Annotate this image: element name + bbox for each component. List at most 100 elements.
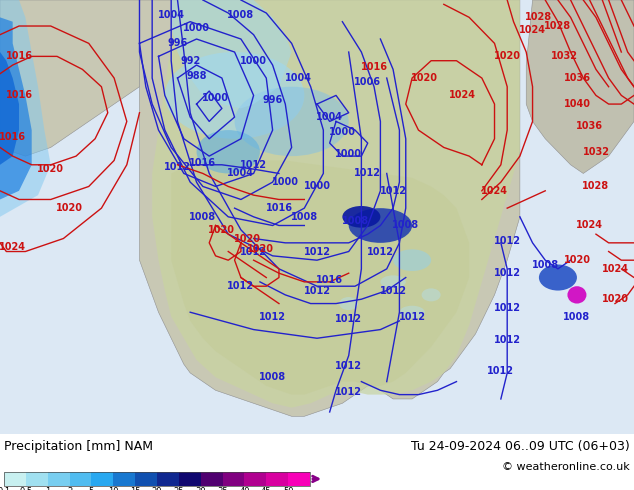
Text: 1012: 1012 bbox=[259, 312, 286, 321]
Text: 1012: 1012 bbox=[494, 303, 521, 313]
Ellipse shape bbox=[393, 249, 431, 271]
Text: 1020: 1020 bbox=[564, 255, 590, 265]
Bar bbox=[288, 472, 310, 486]
Bar bbox=[48, 472, 70, 486]
Text: 1028: 1028 bbox=[545, 21, 571, 31]
Text: 1000: 1000 bbox=[183, 23, 210, 33]
Text: 35: 35 bbox=[217, 488, 228, 490]
Polygon shape bbox=[171, 160, 469, 394]
Text: 1012: 1012 bbox=[335, 388, 362, 397]
Text: 1012: 1012 bbox=[494, 236, 521, 245]
Ellipse shape bbox=[422, 289, 441, 301]
Text: 1012: 1012 bbox=[164, 162, 191, 172]
Text: 1024: 1024 bbox=[576, 220, 603, 230]
Text: © weatheronline.co.uk: © weatheronline.co.uk bbox=[502, 462, 630, 472]
Text: 15: 15 bbox=[130, 488, 140, 490]
Text: 1020: 1020 bbox=[247, 245, 273, 254]
Bar bbox=[223, 472, 245, 486]
Text: 1012: 1012 bbox=[367, 246, 394, 257]
Text: 996: 996 bbox=[167, 38, 188, 49]
Text: 1008: 1008 bbox=[228, 10, 254, 20]
Text: 1016: 1016 bbox=[6, 90, 32, 100]
Bar bbox=[91, 472, 113, 486]
Bar bbox=[245, 472, 266, 486]
Polygon shape bbox=[526, 0, 634, 173]
Text: 1020: 1020 bbox=[602, 294, 628, 304]
Text: 1016: 1016 bbox=[316, 275, 343, 285]
Text: 1012: 1012 bbox=[488, 366, 514, 376]
Text: 5: 5 bbox=[89, 488, 94, 490]
Text: 1012: 1012 bbox=[354, 169, 381, 178]
Text: 50: 50 bbox=[283, 488, 294, 490]
Polygon shape bbox=[0, 0, 139, 156]
Text: 1004: 1004 bbox=[158, 10, 184, 20]
Text: 1016: 1016 bbox=[6, 51, 32, 61]
Text: Precipitation [mm] NAM: Precipitation [mm] NAM bbox=[4, 440, 153, 453]
Bar bbox=[26, 472, 48, 486]
Bar bbox=[4, 472, 310, 486]
Ellipse shape bbox=[539, 265, 577, 291]
Text: 1006: 1006 bbox=[354, 77, 381, 87]
Text: 1012: 1012 bbox=[228, 281, 254, 291]
Ellipse shape bbox=[235, 87, 349, 156]
Text: 1012: 1012 bbox=[380, 186, 406, 196]
Text: 1016: 1016 bbox=[0, 132, 26, 142]
Text: 1012: 1012 bbox=[335, 314, 362, 324]
Text: 988: 988 bbox=[186, 71, 207, 81]
Bar bbox=[201, 472, 223, 486]
Bar bbox=[135, 472, 157, 486]
Text: 1020: 1020 bbox=[37, 164, 64, 174]
Text: 1024: 1024 bbox=[481, 186, 508, 196]
Polygon shape bbox=[0, 17, 32, 199]
Text: 1024: 1024 bbox=[0, 242, 26, 252]
Text: 1004: 1004 bbox=[285, 73, 311, 83]
Text: 1012: 1012 bbox=[494, 268, 521, 278]
Text: 1: 1 bbox=[45, 488, 50, 490]
Text: 1028: 1028 bbox=[526, 12, 552, 23]
Text: 1020: 1020 bbox=[494, 51, 521, 61]
Text: 1000: 1000 bbox=[240, 56, 267, 66]
Ellipse shape bbox=[197, 130, 260, 173]
Text: 20: 20 bbox=[152, 488, 162, 490]
Text: 1012: 1012 bbox=[494, 336, 521, 345]
Ellipse shape bbox=[399, 306, 425, 318]
Text: 1020: 1020 bbox=[411, 73, 438, 83]
Text: 1016: 1016 bbox=[266, 203, 292, 213]
Text: 1008: 1008 bbox=[342, 216, 368, 226]
Text: 1008: 1008 bbox=[190, 212, 216, 222]
Polygon shape bbox=[171, 0, 292, 108]
Ellipse shape bbox=[380, 275, 406, 289]
Text: 1012: 1012 bbox=[240, 160, 267, 170]
Text: 1016: 1016 bbox=[190, 158, 216, 168]
Polygon shape bbox=[152, 0, 520, 408]
Text: 1032: 1032 bbox=[583, 147, 609, 157]
Text: 1008: 1008 bbox=[532, 260, 559, 270]
Text: 30: 30 bbox=[195, 488, 206, 490]
Text: 1036: 1036 bbox=[564, 73, 590, 83]
Text: 996: 996 bbox=[262, 95, 283, 105]
Text: 40: 40 bbox=[239, 488, 250, 490]
Text: Tu 24-09-2024 06..09 UTC (06+03): Tu 24-09-2024 06..09 UTC (06+03) bbox=[411, 440, 630, 453]
Ellipse shape bbox=[349, 208, 412, 243]
Text: 1036: 1036 bbox=[576, 121, 603, 131]
Text: 1000: 1000 bbox=[335, 149, 362, 159]
Bar bbox=[179, 472, 201, 486]
Text: 1012: 1012 bbox=[335, 362, 362, 371]
Polygon shape bbox=[0, 0, 51, 217]
Ellipse shape bbox=[339, 297, 358, 310]
Text: 1012: 1012 bbox=[380, 286, 406, 295]
Text: 1024: 1024 bbox=[519, 25, 546, 35]
Text: 1020: 1020 bbox=[234, 234, 261, 244]
Ellipse shape bbox=[342, 206, 380, 228]
Text: 10: 10 bbox=[108, 488, 119, 490]
Text: 1004: 1004 bbox=[228, 169, 254, 178]
Text: 1000: 1000 bbox=[329, 127, 356, 137]
Text: 1008: 1008 bbox=[291, 212, 318, 222]
Bar bbox=[4, 472, 26, 486]
Text: 1032: 1032 bbox=[551, 51, 578, 61]
Text: 1012: 1012 bbox=[304, 286, 330, 295]
Text: 1020: 1020 bbox=[56, 203, 83, 213]
Bar bbox=[266, 472, 288, 486]
Ellipse shape bbox=[165, 52, 304, 139]
Text: 1008: 1008 bbox=[564, 312, 590, 321]
